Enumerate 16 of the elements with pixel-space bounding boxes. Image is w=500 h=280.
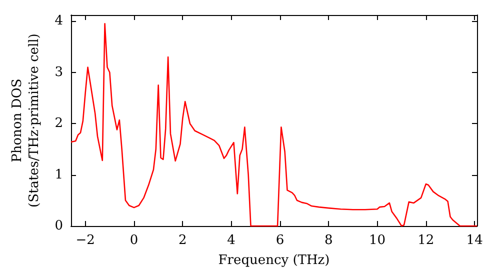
x-tick-label: −2 [76,233,95,248]
x-tick-label: 14 [466,233,483,248]
x-tick-label: 10 [368,233,386,248]
x-axis-title: Frequency (THz) [218,253,330,268]
y-tick-label: 1 [54,167,63,182]
y-axis-title: Phonon DOS (States/THz·primitive cell) [10,33,42,208]
y-tick-label: 4 [54,14,63,29]
x-tick-label: 2 [178,233,187,248]
y-tick-label: 2 [54,116,63,132]
x-tick-label: 4 [227,233,236,248]
x-tick-label: 8 [324,233,333,248]
y-tick-label: 3 [54,64,63,80]
x-tick-label: 12 [418,233,434,248]
y-tick-label: 0 [54,218,63,234]
x-tick-label: 6 [276,233,284,248]
x-tick-label: 0 [130,233,138,248]
